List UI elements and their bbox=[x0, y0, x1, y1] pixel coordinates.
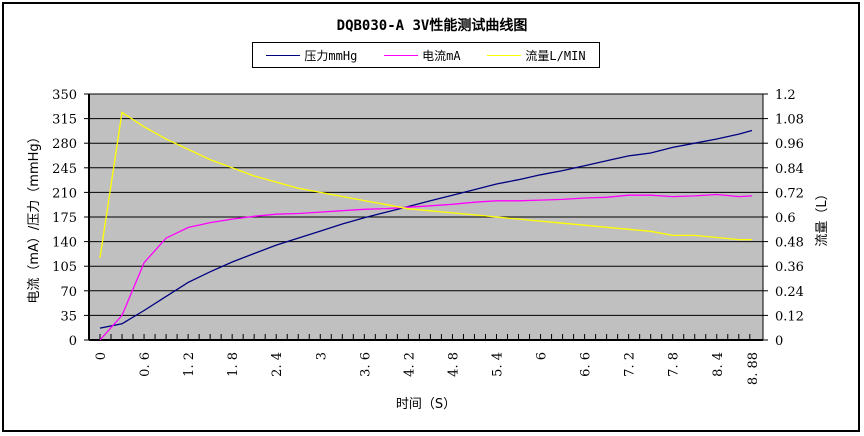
x-tick-label: 4. 2 bbox=[402, 352, 417, 377]
y2-tick-label: 0.36 bbox=[775, 260, 804, 275]
legend-label-current: 电流mA bbox=[422, 48, 461, 63]
x-tick-label: 6 bbox=[535, 352, 550, 360]
y-axis-title: 电流（mA）/压力（mmHg） bbox=[27, 130, 42, 303]
x-tick-label: 0. 6 bbox=[138, 352, 153, 377]
x-axis-title: 时间（S） bbox=[396, 397, 456, 412]
legend: 压力mmHg 电流mA 流量L/MIN bbox=[252, 42, 600, 68]
legend-line-pressure bbox=[266, 54, 301, 56]
y2-axis-title: 流量（L） bbox=[815, 187, 830, 246]
y2-tick-label: 0.24 bbox=[775, 285, 804, 300]
legend-item-pressure: 压力mmHg bbox=[266, 47, 357, 64]
y-tick-label: 35 bbox=[60, 309, 77, 324]
x-tick-label: 7. 2 bbox=[623, 352, 638, 377]
series-line bbox=[99, 129, 753, 329]
y-tick-label: 70 bbox=[60, 285, 77, 300]
legend-label-flow: 流量L/MIN bbox=[525, 48, 586, 63]
y-tick-label: 105 bbox=[52, 260, 77, 275]
series-line bbox=[99, 193, 753, 341]
legend-item-flow: 流量L/MIN bbox=[487, 47, 586, 64]
x-tick-label: 3. 6 bbox=[358, 352, 373, 377]
x-tick-label: 5. 4 bbox=[490, 352, 505, 377]
y2-tick-label: 1.08 bbox=[775, 113, 804, 128]
x-tick-label: 1. 2 bbox=[182, 352, 197, 377]
x-tick-label: 2. 4 bbox=[270, 352, 285, 377]
x-tick-label: 4. 8 bbox=[446, 352, 461, 377]
x-tick-label: 6. 6 bbox=[579, 352, 594, 377]
x-tick-label: 7. 8 bbox=[667, 352, 682, 377]
series-line bbox=[99, 111, 752, 259]
y-tick-label: 350 bbox=[52, 88, 77, 103]
y2-tick-label: 0.84 bbox=[775, 162, 804, 177]
y2-tick-label: 0.48 bbox=[775, 236, 804, 251]
y2-tick-label: 0 bbox=[775, 334, 783, 349]
x-tick-label: 1. 8 bbox=[226, 352, 241, 377]
y-tick-label: 175 bbox=[52, 211, 77, 226]
y-tick-label: 210 bbox=[52, 186, 77, 201]
legend-item-current: 电流mA bbox=[384, 47, 461, 64]
chart-title: DQB030-A 3V性能测试曲线图 bbox=[336, 18, 528, 34]
y2-tick-label: 0.72 bbox=[775, 186, 804, 201]
x-tick-label: 3 bbox=[314, 352, 329, 360]
y-tick-label: 315 bbox=[52, 113, 77, 128]
x-tick-label: 8. 4 bbox=[711, 352, 726, 377]
x-tick-label: 8. 88 bbox=[746, 352, 761, 385]
y2-tick-label: 0.96 bbox=[775, 137, 804, 152]
y2-tick-label: 0.12 bbox=[775, 309, 804, 324]
y2-tick-label: 0.6 bbox=[775, 211, 796, 226]
legend-label-pressure: 压力mmHg bbox=[304, 48, 358, 63]
y-tick-label: 245 bbox=[52, 162, 77, 177]
y-tick-label: 280 bbox=[52, 137, 77, 152]
legend-line-current bbox=[384, 54, 419, 56]
x-tick-label: 0 bbox=[94, 352, 109, 360]
y2-tick-label: 1.2 bbox=[775, 88, 796, 103]
y-tick-label: 140 bbox=[52, 236, 77, 251]
y-tick-label: 0 bbox=[69, 334, 77, 349]
legend-line-flow bbox=[487, 54, 522, 56]
